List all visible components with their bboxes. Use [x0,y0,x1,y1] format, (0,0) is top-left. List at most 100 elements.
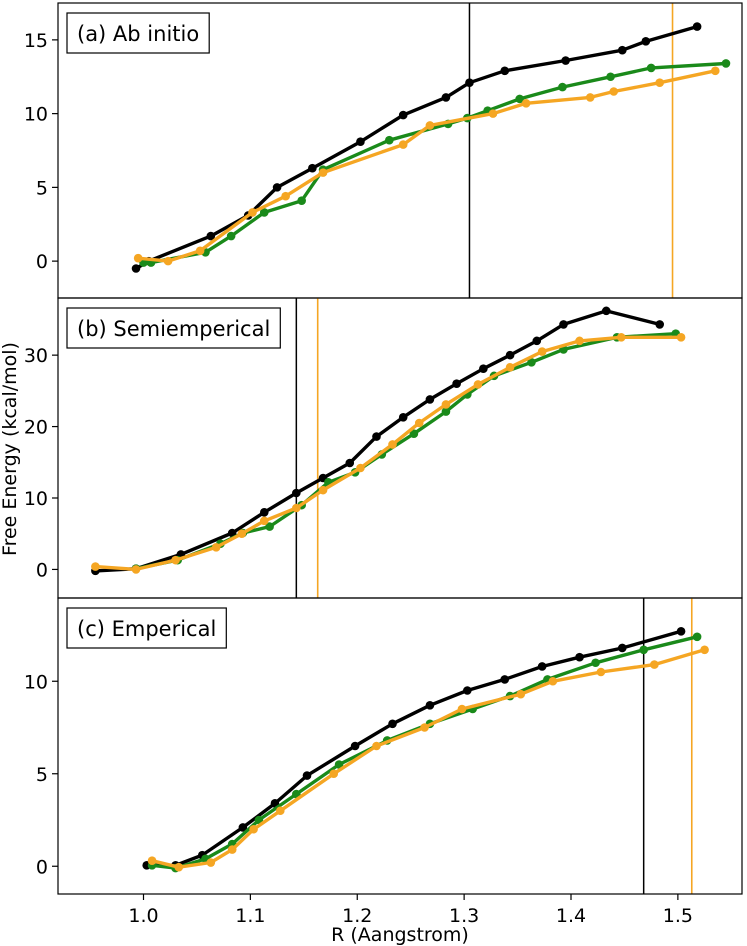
x-tick-label: 1.4 [556,905,586,927]
data-point-black [350,741,360,751]
data-point-orange [318,168,328,177]
data-point-orange [420,723,429,732]
data-point-black [372,432,381,441]
data-point-green [297,196,306,205]
data-point-black [532,336,542,346]
data-point-black [465,78,474,87]
y-tick-label: 10 [24,488,48,510]
data-point-green [334,760,344,769]
panel-title-frame [66,12,210,54]
y-tick-label: 0 [36,559,48,581]
data-point-black [452,379,461,389]
data-point-black [206,231,216,241]
data-point-orange [398,140,408,149]
data-point-green [385,135,394,145]
data-point-black [575,652,584,662]
panel-title-box: (a) Ab initio [66,12,210,54]
data-point-orange [609,87,619,96]
data-point-orange [131,565,141,574]
data-point-orange [516,689,526,699]
data-point-orange [163,256,173,266]
y-tick-label: 10 [24,104,48,126]
y-tick-label: 5 [36,177,48,199]
data-point-orange [372,741,381,751]
data-point-black [131,264,141,273]
series-line-orange [136,69,717,263]
data-point-orange [457,704,467,714]
data-point-green [692,632,702,642]
data-point-black [561,56,570,65]
data-point-black [463,686,472,695]
data-point-orange [227,845,237,854]
data-point-black [479,364,488,374]
series-line-orange [93,335,683,572]
panel-title: (b) Semiemperical [77,317,270,341]
data-point-orange [676,332,686,342]
data-point-green [259,208,269,217]
data-point-black [500,66,510,76]
data-point-black [425,395,435,404]
data-point-green [515,94,524,104]
data-point-orange [414,418,424,428]
panel-1: 0 5 10 15 (a) Ab initio [24,2,743,299]
data-point-orange [473,380,483,389]
data-point-orange [548,676,558,686]
data-point-orange [329,769,339,779]
data-point-green [226,231,236,241]
data-point-green [409,429,419,439]
data-point-black [302,771,312,780]
panel-title-frame [66,307,281,349]
data-point-orange [388,440,397,449]
data-point-orange [133,253,143,263]
data-point-black [398,110,408,120]
panel-title-box: (b) Semiemperical [66,307,281,349]
data-point-orange [655,78,665,87]
series-line-black [93,309,662,573]
data-point-black [601,306,611,316]
data-point-black [292,488,301,498]
data-point-green [441,407,451,416]
data-point-black [441,93,451,102]
y-tick-label: 0 [36,856,48,878]
data-point-green [558,82,567,92]
data-point-orange [147,856,157,865]
panel-2: 0 10 20 30 (b) Semiemperical [24,297,743,599]
data-point-orange [710,66,720,76]
data-point-orange [585,93,595,102]
data-point-black [692,22,702,31]
x-tick-label: 1.1 [235,905,265,927]
data-point-orange [195,246,205,256]
panel-data [131,22,731,273]
data-point-orange [281,191,290,201]
data-point-orange [596,667,606,677]
data-point-black [227,528,237,538]
data-point-black [641,37,651,46]
series-line-black [144,629,683,867]
y-axis-label: Free Energy (kcal/mol) [0,342,21,556]
x-tick-label: 1.3 [449,905,479,927]
data-point-orange [249,824,258,834]
data-point-black [676,627,686,636]
data-point-orange [91,562,100,571]
data-point-green [265,522,274,531]
panel-title: (a) Ab initio [77,22,199,46]
data-point-orange [616,332,626,342]
data-point-orange [211,542,221,552]
data-point-orange [505,362,515,372]
data-point-black [398,412,408,422]
data-point-orange [248,208,257,217]
data-point-black [618,45,627,55]
data-point-orange [259,516,269,526]
series-line-black [134,24,699,271]
y-tick-label: 15 [24,30,48,52]
data-point-black [655,320,665,329]
data-point-green [721,59,731,68]
panel-3: 0 5 10 1.0 1.1 1.2 1.3 1.4 1.5 (c) Emperical [24,597,743,927]
panel-frame [57,597,743,895]
panel-title-box: (c) Emperical [66,607,227,649]
y-tick-label: 30 [24,345,48,367]
x-tick-label: 1.5 [663,905,693,927]
panel-data [91,306,686,576]
data-point-green [527,357,536,367]
